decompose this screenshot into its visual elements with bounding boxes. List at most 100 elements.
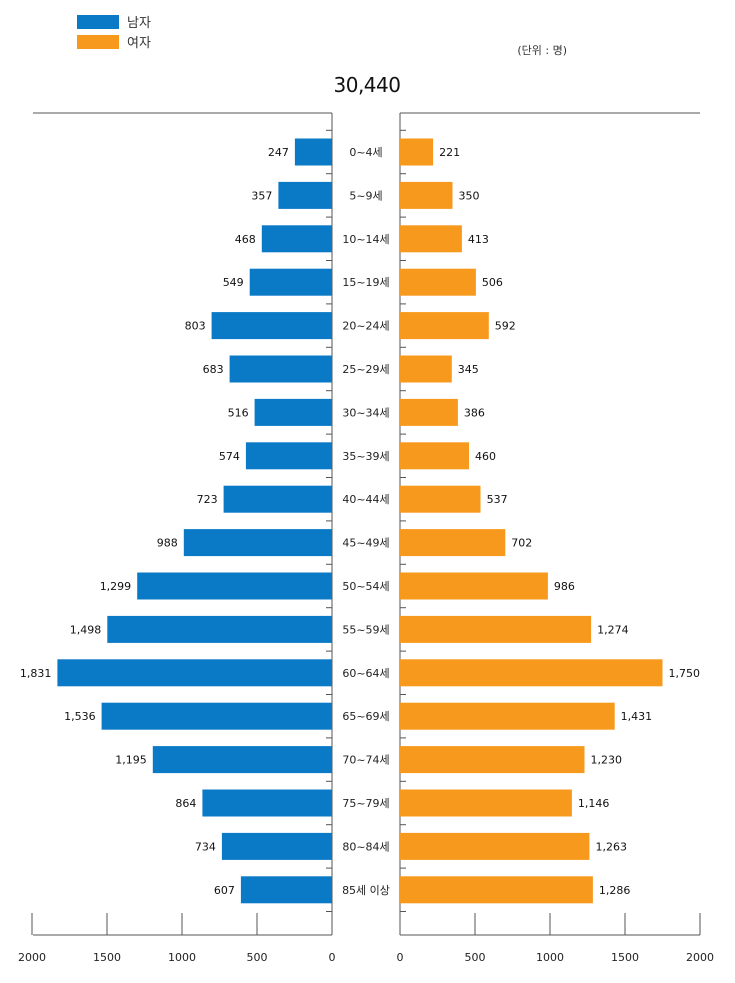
- female-value-label: 702: [511, 537, 532, 550]
- age-group-label: 65~69세: [342, 710, 389, 723]
- legend-swatch-female: [77, 35, 119, 49]
- total-population: 30,440: [334, 73, 401, 97]
- female-value-label: 1,263: [596, 840, 628, 853]
- female-value-label: 592: [495, 320, 516, 333]
- female-value-label: 345: [458, 363, 479, 376]
- female-bar: [400, 485, 481, 513]
- male-bar: [211, 312, 332, 340]
- female-bar: [400, 832, 590, 860]
- legend: 남자 여자: [77, 15, 151, 51]
- female-tick-label: 1500: [611, 951, 639, 964]
- male-value-label: 803: [185, 320, 206, 333]
- female-bar: [400, 181, 453, 209]
- legend-swatch-male: [77, 15, 119, 29]
- male-bar: [223, 485, 333, 513]
- female-bar: [400, 355, 452, 383]
- age-group-label: 5~9세: [349, 189, 382, 202]
- female-value-label: 1,230: [591, 754, 623, 767]
- ticks: 0 0 500 500 1000 1000 1500 1500 2000 2000: [18, 129, 714, 964]
- male-value-label: 723: [197, 493, 218, 506]
- female-tick-label: 2000: [686, 951, 714, 964]
- male-bar: [229, 355, 333, 383]
- female-bar: [400, 789, 572, 817]
- age-group-label: 85세 이상: [342, 884, 390, 897]
- age-group-label: 10~14세: [342, 233, 389, 246]
- female-bar: [400, 442, 469, 470]
- male-bar: [183, 529, 332, 557]
- age-group-label: 75~79세: [342, 797, 389, 810]
- female-value-label: 221: [439, 146, 460, 159]
- age-group-label: 20~24세: [342, 320, 389, 333]
- male-value-label: 247: [268, 146, 289, 159]
- male-bar: [254, 398, 332, 426]
- female-bar: [400, 572, 548, 600]
- male-bar: [152, 746, 333, 774]
- male-bar: [261, 225, 332, 253]
- bars: 247 221 0~4세 357 350 5~9세 468 413 10~14세 549 506 15…: [20, 138, 700, 904]
- male-value-label: 574: [219, 450, 240, 463]
- unit-label: (단위 : 명): [517, 44, 567, 57]
- age-group-label: 30~34세: [342, 406, 389, 419]
- female-tick-label: 0: [397, 951, 404, 964]
- male-bar: [249, 268, 332, 296]
- age-group-label: 60~64세: [342, 667, 389, 680]
- female-bar: [400, 138, 434, 166]
- age-group-label: 40~44세: [342, 493, 389, 506]
- age-group-label: 0~4세: [349, 146, 382, 159]
- male-value-label: 1,498: [70, 623, 102, 636]
- age-group-label: 15~19세: [342, 276, 389, 289]
- female-value-label: 350: [459, 189, 480, 202]
- female-bar: [400, 876, 593, 904]
- male-value-label: 988: [157, 537, 178, 550]
- male-bar: [245, 442, 332, 470]
- female-value-label: 1,286: [599, 884, 631, 897]
- male-bar: [57, 659, 333, 687]
- male-bar: [278, 181, 332, 209]
- age-group-label: 55~59세: [342, 623, 389, 636]
- female-value-label: 506: [482, 276, 503, 289]
- age-group-label: 35~39세: [342, 450, 389, 463]
- female-bar: [400, 398, 458, 426]
- female-bar: [400, 702, 615, 730]
- female-tick-label: 500: [465, 951, 486, 964]
- male-value-label: 864: [175, 797, 196, 810]
- male-value-label: 734: [195, 840, 216, 853]
- age-group-label: 45~49세: [342, 537, 389, 550]
- female-value-label: 1,274: [597, 623, 629, 636]
- female-value-label: 386: [464, 406, 485, 419]
- male-bar: [221, 832, 332, 860]
- male-tick-label: 1500: [93, 951, 121, 964]
- male-tick-label: 2000: [18, 951, 46, 964]
- female-bar: [400, 312, 489, 340]
- female-bar: [400, 268, 476, 296]
- female-bar: [400, 659, 663, 687]
- male-tick-label: 0: [329, 951, 336, 964]
- male-value-label: 1,536: [64, 710, 96, 723]
- female-value-label: 413: [468, 233, 489, 246]
- legend-label-male: 남자: [127, 16, 151, 31]
- male-value-label: 607: [214, 884, 235, 897]
- male-bar: [294, 138, 332, 166]
- age-group-label: 50~54세: [342, 580, 389, 593]
- female-value-label: 986: [554, 580, 575, 593]
- female-value-label: 1,146: [578, 797, 610, 810]
- male-bar: [107, 615, 332, 643]
- male-tick-label: 500: [247, 951, 268, 964]
- male-value-label: 1,195: [115, 754, 147, 767]
- male-tick-label: 1000: [168, 951, 196, 964]
- legend-label-female: 여자: [127, 36, 151, 51]
- female-value-label: 460: [475, 450, 496, 463]
- male-value-label: 468: [235, 233, 256, 246]
- male-value-label: 683: [203, 363, 224, 376]
- age-group-label: 70~74세: [342, 754, 389, 767]
- female-value-label: 537: [487, 493, 508, 506]
- male-bar: [137, 572, 332, 600]
- female-value-label: 1,431: [621, 710, 653, 723]
- male-value-label: 357: [251, 189, 272, 202]
- male-value-label: 516: [228, 406, 249, 419]
- male-bar: [202, 789, 332, 817]
- female-bar: [400, 615, 592, 643]
- female-bar: [400, 746, 585, 774]
- male-bar: [240, 876, 332, 904]
